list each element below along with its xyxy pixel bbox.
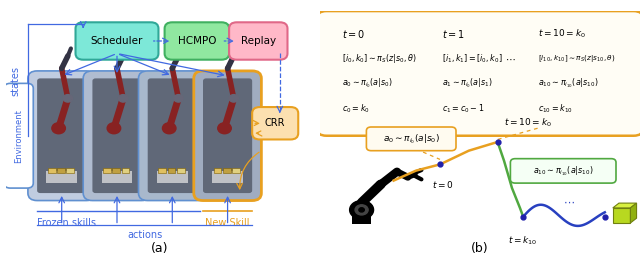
Text: actions: actions — [127, 230, 163, 240]
Bar — [232, 168, 240, 173]
Circle shape — [118, 94, 128, 102]
Bar — [159, 168, 166, 173]
Bar — [352, 214, 371, 224]
Text: $a_0 \sim \pi_{i_0}(a|s_0)$: $a_0 \sim \pi_{i_0}(a|s_0)$ — [383, 132, 440, 146]
Polygon shape — [630, 203, 637, 223]
Bar — [113, 168, 120, 173]
Bar — [57, 168, 65, 173]
Text: New Skill: New Skill — [205, 218, 250, 228]
Text: $a_{10} \sim \pi_{i_{10}}(a|s_{10})$: $a_{10} \sim \pi_{i_{10}}(a|s_{10})$ — [538, 77, 598, 90]
FancyBboxPatch shape — [511, 159, 616, 183]
Text: $c_1 = c_0 - 1$: $c_1 = c_0 - 1$ — [442, 102, 484, 115]
Bar — [157, 171, 188, 183]
Text: (a): (a) — [151, 242, 169, 255]
Bar — [48, 168, 56, 173]
Text: Replay: Replay — [241, 36, 276, 46]
Bar — [223, 168, 230, 173]
FancyBboxPatch shape — [37, 78, 86, 193]
Bar — [46, 171, 77, 183]
Circle shape — [359, 208, 364, 212]
FancyBboxPatch shape — [194, 71, 261, 201]
Text: states: states — [11, 66, 20, 96]
Text: CRR: CRR — [265, 118, 285, 128]
Text: $a_1 \sim \pi_{i_0}(a|s_1)$: $a_1 \sim \pi_{i_0}(a|s_1)$ — [442, 77, 493, 90]
Text: HCMPO: HCMPO — [178, 36, 216, 46]
FancyBboxPatch shape — [252, 107, 298, 140]
Circle shape — [107, 123, 121, 134]
FancyBboxPatch shape — [229, 22, 287, 60]
Text: Scheduler: Scheduler — [91, 36, 143, 46]
Text: Environment: Environment — [14, 109, 23, 163]
Bar — [212, 171, 243, 183]
Text: $\cdots$: $\cdots$ — [505, 53, 516, 63]
Circle shape — [163, 123, 176, 134]
Bar — [103, 168, 111, 173]
Bar — [613, 208, 630, 223]
Text: $t = 0$: $t = 0$ — [342, 27, 365, 40]
Text: (b): (b) — [471, 242, 489, 255]
Bar — [67, 168, 74, 173]
Text: $a_0 \sim \pi_{i_0}(a|s_0)$: $a_0 \sim \pi_{i_0}(a|s_0)$ — [342, 77, 394, 90]
Circle shape — [174, 94, 183, 102]
Bar — [168, 168, 175, 173]
Circle shape — [229, 94, 238, 102]
Text: $t = 1$: $t = 1$ — [442, 27, 465, 40]
FancyBboxPatch shape — [83, 71, 151, 201]
Text: $[i_{10}, k_{10}] \sim \pi_S(z|s_{10},\theta)$: $[i_{10}, k_{10}] \sim \pi_S(z|s_{10},\t… — [538, 53, 615, 64]
Circle shape — [355, 205, 368, 215]
FancyBboxPatch shape — [164, 22, 229, 60]
FancyBboxPatch shape — [28, 71, 95, 201]
Circle shape — [349, 201, 374, 219]
FancyBboxPatch shape — [366, 127, 456, 151]
Text: $t =10 = k_0$: $t =10 = k_0$ — [538, 27, 586, 40]
Bar — [102, 171, 132, 183]
Circle shape — [376, 181, 385, 188]
FancyBboxPatch shape — [4, 83, 33, 188]
Bar — [122, 168, 129, 173]
Circle shape — [218, 123, 231, 134]
Text: $c_0 = k_0$: $c_0 = k_0$ — [342, 102, 370, 115]
FancyBboxPatch shape — [138, 71, 206, 201]
Text: $c_{10} = k_{10}$: $c_{10} = k_{10}$ — [538, 102, 573, 115]
FancyBboxPatch shape — [148, 78, 197, 193]
Bar — [214, 168, 221, 173]
Text: $[i_0,k_0] \sim \pi_S(z|s_0,\theta)$: $[i_0,k_0] \sim \pi_S(z|s_0,\theta)$ — [342, 52, 417, 65]
FancyBboxPatch shape — [317, 11, 640, 136]
Text: $t = 0$: $t = 0$ — [433, 179, 454, 190]
Text: Frozen skills: Frozen skills — [37, 218, 96, 228]
FancyBboxPatch shape — [92, 78, 141, 193]
FancyBboxPatch shape — [76, 22, 159, 60]
Bar — [177, 168, 184, 173]
Text: $t = 10 = k_0$: $t = 10 = k_0$ — [504, 117, 552, 129]
Text: $a_{10} \sim \pi_{i_{10}}(a|s_{10})$: $a_{10} \sim \pi_{i_{10}}(a|s_{10})$ — [533, 164, 593, 178]
Text: $t = k_{10}$: $t = k_{10}$ — [509, 234, 538, 247]
FancyBboxPatch shape — [203, 78, 252, 193]
Text: $[i_1, k_1] = [i_0,k_0]$: $[i_1, k_1] = [i_0,k_0]$ — [442, 52, 502, 65]
Text: $\cdots$: $\cdots$ — [563, 197, 575, 207]
Circle shape — [52, 123, 65, 134]
Circle shape — [63, 94, 72, 102]
Polygon shape — [613, 203, 637, 208]
